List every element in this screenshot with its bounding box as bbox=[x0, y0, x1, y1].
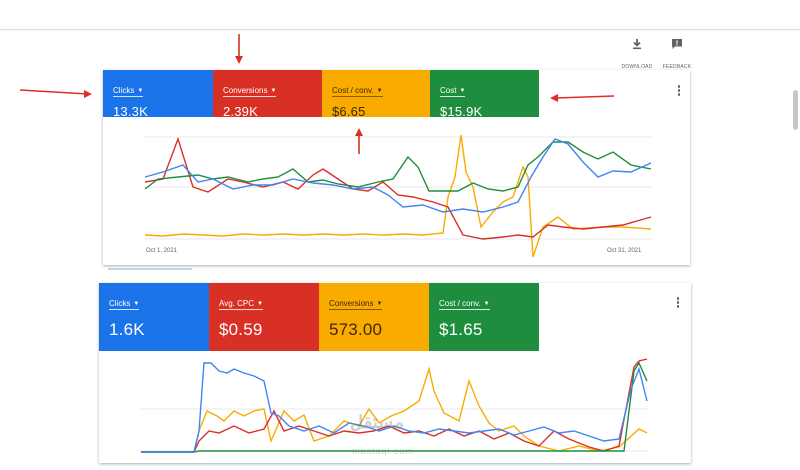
date-start-label: Oct 1, 2021 bbox=[146, 248, 178, 254]
metric-label: Cost bbox=[440, 86, 457, 95]
download-icon bbox=[633, 39, 641, 50]
series-line-cost-per-conv bbox=[141, 361, 648, 453]
metric-value: $15.9K bbox=[440, 104, 483, 119]
annotation-arrow-down bbox=[235, 34, 243, 64]
metric-selector[interactable]: Conversions ▼ bbox=[329, 299, 383, 310]
metric-label: Clicks bbox=[113, 86, 135, 95]
annotation-arrow-up bbox=[355, 128, 363, 154]
metric-label: Conversions bbox=[223, 86, 268, 95]
metric-selector[interactable]: Clicks ▼ bbox=[113, 86, 144, 97]
metric-label: Cost / conv. bbox=[439, 299, 481, 308]
metric-selector[interactable]: Cost / conv. ▼ bbox=[332, 86, 383, 97]
series-line-conversions bbox=[141, 366, 648, 453]
annotation-arrow-left bbox=[550, 94, 615, 102]
caret-down-icon: ▼ bbox=[459, 87, 466, 94]
caret-down-icon: ▼ bbox=[483, 300, 490, 307]
watermark-url: mostaql.com bbox=[352, 446, 415, 456]
caret-down-icon: ▼ bbox=[133, 300, 140, 307]
metric-selector[interactable]: Cost ▼ bbox=[440, 86, 466, 97]
metric-value: $1.65 bbox=[439, 320, 483, 339]
metric-selector[interactable]: Cost / conv. ▼ bbox=[439, 299, 490, 310]
caret-down-icon: ▼ bbox=[376, 300, 383, 307]
feedback-label: FEEDBACK bbox=[662, 64, 692, 70]
caret-down-icon: ▼ bbox=[270, 87, 277, 94]
annotation-arrow-right bbox=[19, 89, 92, 98]
metric-selector[interactable]: Conversions ▼ bbox=[223, 86, 277, 97]
caret-down-icon: ▼ bbox=[376, 87, 383, 94]
metric-selector[interactable]: Avg. CPC ▼ bbox=[219, 299, 263, 310]
line-chart bbox=[143, 134, 652, 258]
metric-tile-avg-cpc[interactable]: Avg. CPC ▼ $0.59 bbox=[209, 283, 319, 351]
metric-tile-clicks[interactable]: Clicks ▼ 1.6K bbox=[99, 283, 209, 351]
line-chart bbox=[139, 358, 649, 453]
download-button[interactable]: DOWNLOAD bbox=[617, 38, 657, 73]
metric-tile-clicks[interactable]: Clicks ▼ 13.3K bbox=[103, 70, 213, 119]
metric-value: $0.59 bbox=[219, 320, 263, 339]
caret-down-icon: ▼ bbox=[137, 87, 144, 94]
metric-tile-cost-per-conv[interactable]: Cost / conv. ▼ $1.65 bbox=[429, 283, 539, 351]
metric-label: Cost / conv. bbox=[332, 86, 374, 95]
metric-value: 573.00 bbox=[329, 320, 383, 339]
download-label: DOWNLOAD bbox=[621, 64, 653, 70]
series-line-clicks bbox=[141, 362, 648, 453]
watermark-logo: مستقل bbox=[350, 412, 404, 432]
feedback-icon bbox=[672, 39, 682, 49]
series-line-clicks bbox=[144, 138, 652, 213]
more-options-icon[interactable] bbox=[677, 85, 681, 97]
top-bar bbox=[0, 0, 800, 30]
feedback-button[interactable]: FEEDBACK bbox=[657, 38, 697, 73]
metric-selector[interactable]: Clicks ▼ bbox=[109, 299, 140, 310]
series-line-conversions bbox=[144, 136, 652, 240]
metric-tile-conversions[interactable]: Conversions ▼ 2.39K bbox=[213, 70, 322, 119]
more-options-icon[interactable] bbox=[676, 297, 680, 309]
metric-label: Conversions bbox=[329, 299, 374, 308]
series-line-cost-per-conv bbox=[144, 134, 652, 258]
metric-label: Avg. CPC bbox=[219, 299, 254, 308]
metric-tile-cost-per-conv[interactable]: Cost / conv. ▼ $6.65 bbox=[322, 70, 430, 119]
date-end-label: Oct 31, 2021 bbox=[607, 248, 642, 254]
performance-card-1: Clicks ▼ 13.3K Conversions ▼ 2.39K Cost / … bbox=[103, 70, 690, 265]
performance-card-2: Clicks ▼ 1.6K Avg. CPC ▼ $0.59 Conversions… bbox=[99, 283, 691, 463]
metric-value: 13.3K bbox=[113, 104, 148, 119]
caret-down-icon: ▼ bbox=[256, 300, 263, 307]
metric-value: 2.39K bbox=[223, 104, 258, 119]
metric-value: $6.65 bbox=[332, 104, 366, 119]
metric-tile-cost[interactable]: Cost ▼ $15.9K bbox=[430, 70, 539, 119]
scrollbar[interactable] bbox=[793, 90, 798, 130]
card-tab-indicator bbox=[108, 268, 192, 270]
metric-value: 1.6K bbox=[109, 320, 145, 339]
metric-tile-conversions[interactable]: Conversions ▼ 573.00 bbox=[319, 283, 429, 351]
metric-label: Clicks bbox=[109, 299, 131, 308]
series-line-avg-cpc bbox=[141, 358, 648, 453]
series-line-cost bbox=[144, 141, 652, 192]
